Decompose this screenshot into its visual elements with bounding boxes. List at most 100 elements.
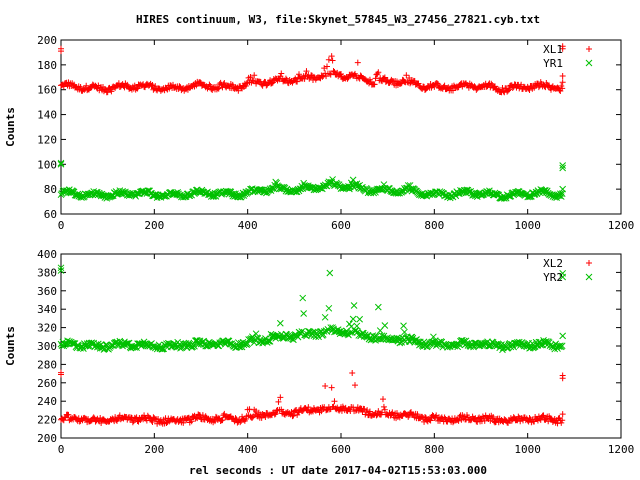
yr2-data-point bbox=[315, 333, 322, 341]
xl2-data-point bbox=[237, 419, 244, 426]
yr1-data-point bbox=[57, 159, 65, 167]
xl2-data-point bbox=[414, 411, 421, 418]
x-tick-label: 400 bbox=[238, 219, 258, 232]
xl2-data-point bbox=[364, 407, 371, 414]
xl2-data-point bbox=[288, 409, 295, 416]
yr1-data-point bbox=[347, 179, 355, 187]
xl1-data-point bbox=[108, 88, 115, 95]
y-tick-label: 400 bbox=[37, 248, 57, 261]
yr1-data-point bbox=[315, 184, 322, 192]
xl2-data-point bbox=[273, 407, 280, 414]
yr1-data-point bbox=[206, 191, 214, 198]
x-tick-label: 1200 bbox=[608, 443, 635, 456]
yr2-data-point bbox=[559, 332, 567, 340]
xl2-data-point bbox=[380, 396, 386, 403]
yr2-data-point bbox=[470, 343, 477, 351]
xl1-data-point bbox=[505, 87, 512, 94]
y-tick-label: 240 bbox=[37, 395, 57, 408]
y-tick-label: 140 bbox=[37, 109, 57, 122]
legend-label-xl2: XL2 bbox=[543, 257, 563, 270]
yr2-data-point bbox=[57, 267, 65, 274]
bottom-series-xl2 bbox=[58, 369, 566, 427]
y-tick-label: 360 bbox=[37, 285, 57, 298]
x-tick-label: 1000 bbox=[514, 443, 541, 456]
xl1-data-point bbox=[354, 59, 361, 66]
yr2-data-point bbox=[350, 302, 358, 309]
bottom-panel: 0 200 400 600 800 1000 12002002202402602803003… bbox=[4, 248, 634, 456]
xl2-data-point bbox=[331, 398, 338, 405]
xl1-data-point bbox=[338, 70, 344, 77]
x-axis-label: rel seconds : UT date 2017-04-02T15:53:0… bbox=[189, 464, 487, 477]
yr1-data-point bbox=[364, 189, 372, 197]
yr2-data-point bbox=[300, 310, 308, 317]
xl1-data-point bbox=[559, 85, 566, 92]
xl1-data-point bbox=[197, 79, 204, 86]
yr2-data-point bbox=[396, 339, 404, 347]
xl1-data-point bbox=[397, 80, 404, 87]
xl2-data-point bbox=[275, 398, 282, 405]
xl2-data-point bbox=[559, 375, 566, 382]
xl2-data-point bbox=[558, 419, 565, 426]
xl1-data-point bbox=[403, 72, 410, 79]
xl2-data-point bbox=[375, 408, 382, 415]
xl2-data-point bbox=[232, 415, 239, 422]
yr2-data-point bbox=[374, 303, 382, 311]
xl2-data-point bbox=[379, 409, 386, 416]
xl1-data-point bbox=[306, 75, 313, 82]
xl2-data-point bbox=[277, 394, 284, 401]
xl2-data-point bbox=[455, 417, 462, 424]
bottom-axis-ticks: 0 200 400 600 800 1000 12002002202402602803003… bbox=[37, 248, 634, 456]
yr2-data-point bbox=[123, 340, 131, 347]
xl1-data-point bbox=[176, 83, 183, 90]
yr2-data-point bbox=[510, 343, 518, 351]
xl2-data-point bbox=[380, 403, 387, 410]
xl2-data-point bbox=[90, 414, 97, 421]
xl1-data-point bbox=[58, 48, 64, 55]
xl1-data-point bbox=[371, 81, 378, 88]
y-tick-label: 300 bbox=[37, 340, 57, 353]
xl1-data-point bbox=[243, 80, 250, 87]
xl2-data-point bbox=[199, 412, 206, 419]
xl1-data-point bbox=[450, 87, 456, 94]
top-legend: XL1 YR1 bbox=[543, 43, 593, 70]
x-tick-label: 800 bbox=[424, 219, 444, 232]
legend-marker-xl1 bbox=[586, 46, 592, 52]
yr1-data-point bbox=[531, 190, 539, 198]
yr2-data-point bbox=[401, 328, 408, 336]
xl1-data-point bbox=[422, 86, 429, 93]
xl1-data-point bbox=[375, 69, 382, 76]
top-y-axis-label: Counts bbox=[4, 107, 17, 147]
top-axis-ticks: 0 200 400 600 800 1000 1200 60 80 100 120 140 160 180… bbox=[37, 34, 634, 232]
yr2-data-point bbox=[407, 333, 415, 341]
xl1-data-point bbox=[268, 80, 275, 87]
yr2-data-point bbox=[400, 322, 407, 330]
xl1-data-point bbox=[431, 83, 438, 90]
xl2-data-point bbox=[155, 416, 162, 423]
xl2-data-point bbox=[328, 384, 335, 391]
xl2-data-point bbox=[212, 418, 218, 425]
legend-label-yr1: YR1 bbox=[543, 57, 563, 70]
xl2-data-point bbox=[381, 406, 388, 413]
xl1-data-point bbox=[488, 80, 495, 87]
xl2-data-point bbox=[422, 414, 428, 421]
yr2-data-point bbox=[381, 322, 389, 329]
y-tick-label: 320 bbox=[37, 322, 57, 335]
yr2-data-point bbox=[70, 340, 78, 347]
yr2-data-point bbox=[356, 315, 364, 323]
yr2-data-point bbox=[325, 304, 333, 312]
xl2-data-point bbox=[352, 382, 358, 389]
y-tick-label: 280 bbox=[37, 358, 57, 371]
xl1-data-point bbox=[149, 82, 156, 89]
xl1-data-point bbox=[319, 73, 326, 80]
x-tick-label: 0 bbox=[58, 443, 65, 456]
xl1-data-point bbox=[101, 86, 108, 93]
xl2-data-point bbox=[490, 414, 497, 421]
bottom-y-axis-label: Counts bbox=[4, 326, 17, 366]
xl1-data-point bbox=[329, 57, 336, 64]
xl2-data-point bbox=[427, 417, 434, 424]
yr2-data-point bbox=[346, 329, 354, 336]
yr2-data-point bbox=[353, 322, 361, 330]
xl2-data-point bbox=[366, 408, 373, 415]
xl2-data-point bbox=[194, 415, 201, 422]
y-tick-label: 220 bbox=[37, 414, 57, 427]
